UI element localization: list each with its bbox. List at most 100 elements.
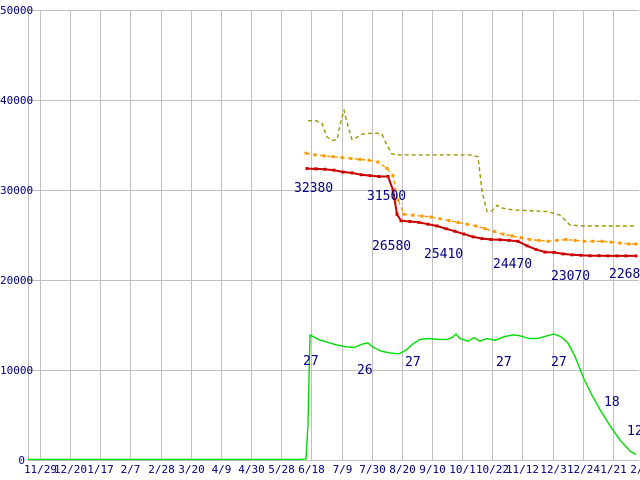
data-point-marker [313,153,317,157]
data-point-marker [420,214,424,218]
y-axis-tick-label: 10000 [0,364,34,377]
data-point-marker [591,239,595,243]
data-point-marker [456,220,460,224]
data-point-marker [411,213,415,217]
x-axis-tick-label: 2/7 [120,463,141,476]
data-point-marker [498,238,502,242]
data-point-marker [331,155,335,159]
x-axis-tick-label: 2/28 [148,463,175,476]
y-axis-tick-label: 40000 [0,94,34,107]
x-axis-tick-label: 7/9 [332,463,353,476]
data-point-marker [483,227,487,231]
data-point-marker [314,167,318,171]
data-value-label: 26 [357,363,373,378]
y-axis-tick-label: 0 [18,454,25,467]
data-point-marker [582,239,586,243]
data-point-marker [368,174,372,178]
data-point-marker [627,242,631,246]
data-value-label: 32380 [294,181,334,196]
data-point-marker [597,254,601,258]
y-axis-tick-label: 30000 [0,184,34,197]
x-axis-tick-label: 8/20 [389,463,416,476]
data-point-marker [350,171,354,175]
data-point-marker [376,160,380,164]
data-point-marker [322,154,326,158]
data-point-marker [444,227,448,231]
data-value-label: 12 [627,424,640,439]
data-point-marker [323,167,327,171]
data-point-marker [561,252,565,256]
x-axis-tick-label: 7/30 [359,463,386,476]
data-point-marker [480,237,484,241]
data-point-marker [402,212,406,216]
data-point-marker [429,215,433,219]
data-value-label: 31500 [367,189,407,204]
data-point-marker [332,168,336,172]
data-point-marker [543,250,547,254]
data-point-marker [453,229,457,233]
data-value-label: 27 [303,354,319,369]
series-mid-dashed-line [305,152,636,245]
data-point-marker [386,175,390,178]
data-point-marker [537,238,541,242]
data-point-marker [552,250,556,254]
data-point-marker [525,244,529,248]
data-point-marker [385,166,389,170]
data-point-marker [435,224,439,228]
series-volume-line [28,333,637,461]
data-point-marker [399,219,403,223]
data-point-marker [600,239,604,243]
data-point-marker [341,170,345,174]
data-point-marker [546,239,550,243]
data-point-marker [426,222,430,226]
data-point-marker [534,247,538,251]
data-point-marker [396,198,400,202]
data-point-marker [408,220,412,223]
data-point-marker [618,241,622,245]
data-value-label: 26580 [372,239,412,254]
data-point-marker [528,238,532,241]
data-point-marker [615,254,619,258]
data-value-label: 24470 [493,257,533,272]
x-axis-tick-label: 12/3 [540,463,567,476]
data-value-label: 25410 [424,247,464,262]
x-axis-tick-label: 5/28 [268,463,295,476]
data-point-marker [516,239,520,243]
data-point-marker [304,151,308,155]
data-value-label: 18 [604,395,620,410]
data-point-marker [624,254,628,258]
data-point-marker [391,188,395,192]
x-axis-tick-label: 10/1 [449,463,476,476]
data-point-marker [634,242,638,246]
data-point-marker [634,254,638,258]
series-markers-price-solid-line [305,167,638,258]
data-value-label: 22680 [609,267,640,282]
data-point-marker [606,254,610,258]
grid-lines [28,10,639,461]
x-axis-tick-label: 1/17 [87,463,114,476]
series-markers-mid-dashed-line [304,151,638,246]
data-point-marker [358,157,362,161]
data-point-marker [367,158,371,162]
data-point-marker [492,229,496,233]
data-point-marker [510,234,514,238]
data-point-marker [570,253,574,257]
data-point-marker [579,253,583,257]
data-point-marker [417,220,421,224]
x-axis-tick-label: 1/21 [600,463,627,476]
data-value-label: 27 [496,355,512,370]
data-point-marker [564,238,568,241]
x-axis-tick-label: 11/12 [505,463,540,476]
data-value-label: 23070 [551,269,591,284]
x-axis-tick-label: 12/20 [53,463,88,476]
data-point-marker [349,157,353,160]
data-point-marker [519,236,523,240]
axes [28,10,639,461]
data-point-marker [391,174,395,178]
y-axis-tick-label: 20000 [0,274,34,287]
data-point-marker [395,212,399,216]
data-point-marker [489,238,493,241]
data-point-marker [573,238,577,242]
